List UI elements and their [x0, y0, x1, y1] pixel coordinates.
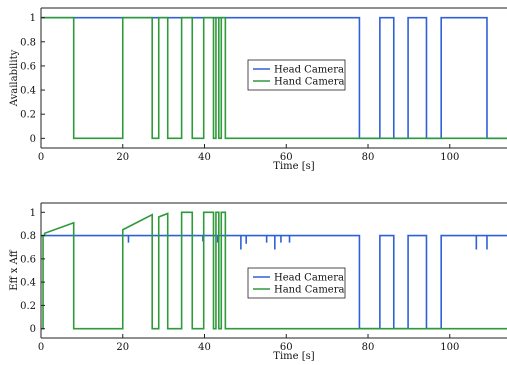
y-tick-label: 0.6 — [20, 254, 36, 265]
y-tick-label: 0.4 — [20, 86, 36, 97]
x-tick-label: 40 — [198, 152, 211, 163]
series-line-hand-camera — [41, 16, 507, 140]
y-axis-label: Eff x Aff — [9, 249, 20, 290]
x-tick-label: 60 — [280, 152, 293, 163]
x-tick-label: 0 — [38, 152, 44, 163]
series-line-hand-camera — [41, 211, 507, 330]
y-tick-label: 0 — [30, 134, 36, 145]
y-tick-label: 0.8 — [20, 37, 36, 48]
legend-label-head-camera: Head Camera — [274, 65, 344, 76]
y-tick-label: 0 — [30, 324, 36, 335]
x-axis-label: Time [s] — [273, 161, 314, 172]
y-tick-label: 1 — [30, 208, 36, 219]
chart-1: 0 0.2 0.4 0.6 0.8 1 0 20 40 60 80 100 Time [s] Availa… — [9, 7, 507, 172]
x-tick-label: 100 — [440, 342, 459, 353]
x-tick-label: 100 — [440, 152, 459, 163]
legend-box — [247, 267, 346, 299]
x-tick-label: 20 — [116, 152, 129, 163]
x-tick-label: 20 — [116, 342, 129, 353]
y-tick-label: 0.2 — [20, 110, 36, 121]
series-line-head-camera — [41, 234, 507, 330]
legend-label-hand-camera: Hand Camera — [274, 285, 344, 296]
legend-label-head-camera: Head Camera — [274, 273, 344, 284]
x-tick-label: 60 — [280, 342, 293, 353]
y-tick-label: 0.2 — [20, 301, 36, 312]
y-tick-label: 0.8 — [20, 231, 36, 242]
x-tick-label: 40 — [198, 342, 211, 353]
y-axis-label: Availability — [9, 49, 20, 107]
x-tick-label: 80 — [362, 152, 375, 163]
y-tick-label: 0.4 — [20, 278, 36, 289]
y-tick-label: 0.6 — [20, 61, 36, 72]
x-tick-label: 80 — [362, 342, 375, 353]
y-tick-label: 1 — [30, 13, 36, 24]
chart-2: 0 0.2 0.4 0.6 0.8 1 0 20 40 60 80 100 Time [s] Eff x … — [9, 202, 507, 362]
legend-label-hand-camera: Hand Camera — [274, 77, 344, 88]
x-axis-label: Time [s] — [273, 351, 314, 362]
x-tick-label: 0 — [38, 342, 44, 353]
legend-box — [247, 59, 346, 91]
